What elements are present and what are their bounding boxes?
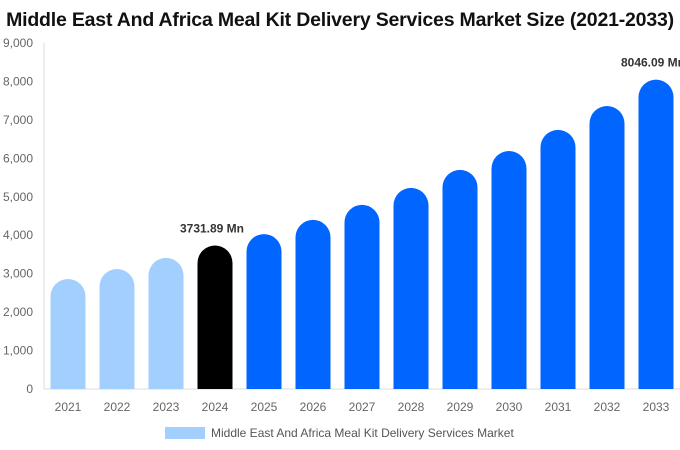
bar-2031: [540, 129, 576, 389]
bar-2030: [491, 151, 527, 389]
x-tick-label: 2033: [643, 400, 670, 414]
y-tick-label: 6,000: [3, 151, 33, 165]
bar-2026: [295, 219, 331, 389]
x-tick-label: 2022: [104, 400, 131, 414]
chart-title: Middle East And Africa Meal Kit Delivery…: [6, 9, 674, 31]
bar-2032: [589, 106, 625, 389]
y-tick-label: 9,000: [3, 36, 33, 50]
x-tick-label: 2032: [594, 400, 621, 414]
x-tick-label: 2021: [55, 400, 82, 414]
bar-2024: [197, 245, 233, 389]
legend-swatch: [165, 427, 205, 439]
x-tick-label: 2025: [251, 400, 278, 414]
x-tick-label: 2024: [202, 400, 229, 414]
bar-2027: [344, 204, 380, 389]
data-label: 8046.09 Mn: [621, 56, 680, 70]
legend-label: Middle East And Africa Meal Kit Delivery…: [211, 426, 514, 440]
x-tick-label: 2028: [398, 400, 425, 414]
legend: Middle East And Africa Meal Kit Delivery…: [165, 426, 514, 440]
y-tick-label: 8,000: [3, 74, 33, 88]
bar-2033: [638, 79, 674, 389]
x-tick-label: 2027: [349, 400, 376, 414]
data-label: 3731.89 Mn: [180, 222, 244, 236]
x-tick-label: 2023: [153, 400, 180, 414]
bar-2022: [99, 269, 135, 389]
y-tick-label: 3,000: [3, 267, 33, 281]
x-tick-label: 2030: [496, 400, 523, 414]
x-tick-label: 2031: [545, 400, 572, 414]
x-tick-label: 2029: [447, 400, 474, 414]
bar-2028: [393, 187, 429, 389]
bar-2025: [246, 234, 282, 389]
y-tick-label: 2,000: [3, 305, 33, 319]
y-tick-label: 5,000: [3, 190, 33, 204]
y-tick-label: 7,000: [3, 113, 33, 127]
bar-2021: [50, 279, 86, 389]
bar-2029: [442, 169, 478, 389]
bar-2023: [148, 257, 184, 389]
x-tick-label: 2026: [300, 400, 327, 414]
y-tick-label: 1,000: [3, 344, 33, 358]
y-tick-label: 4,000: [3, 228, 33, 242]
y-tick-label: 0: [26, 382, 33, 396]
